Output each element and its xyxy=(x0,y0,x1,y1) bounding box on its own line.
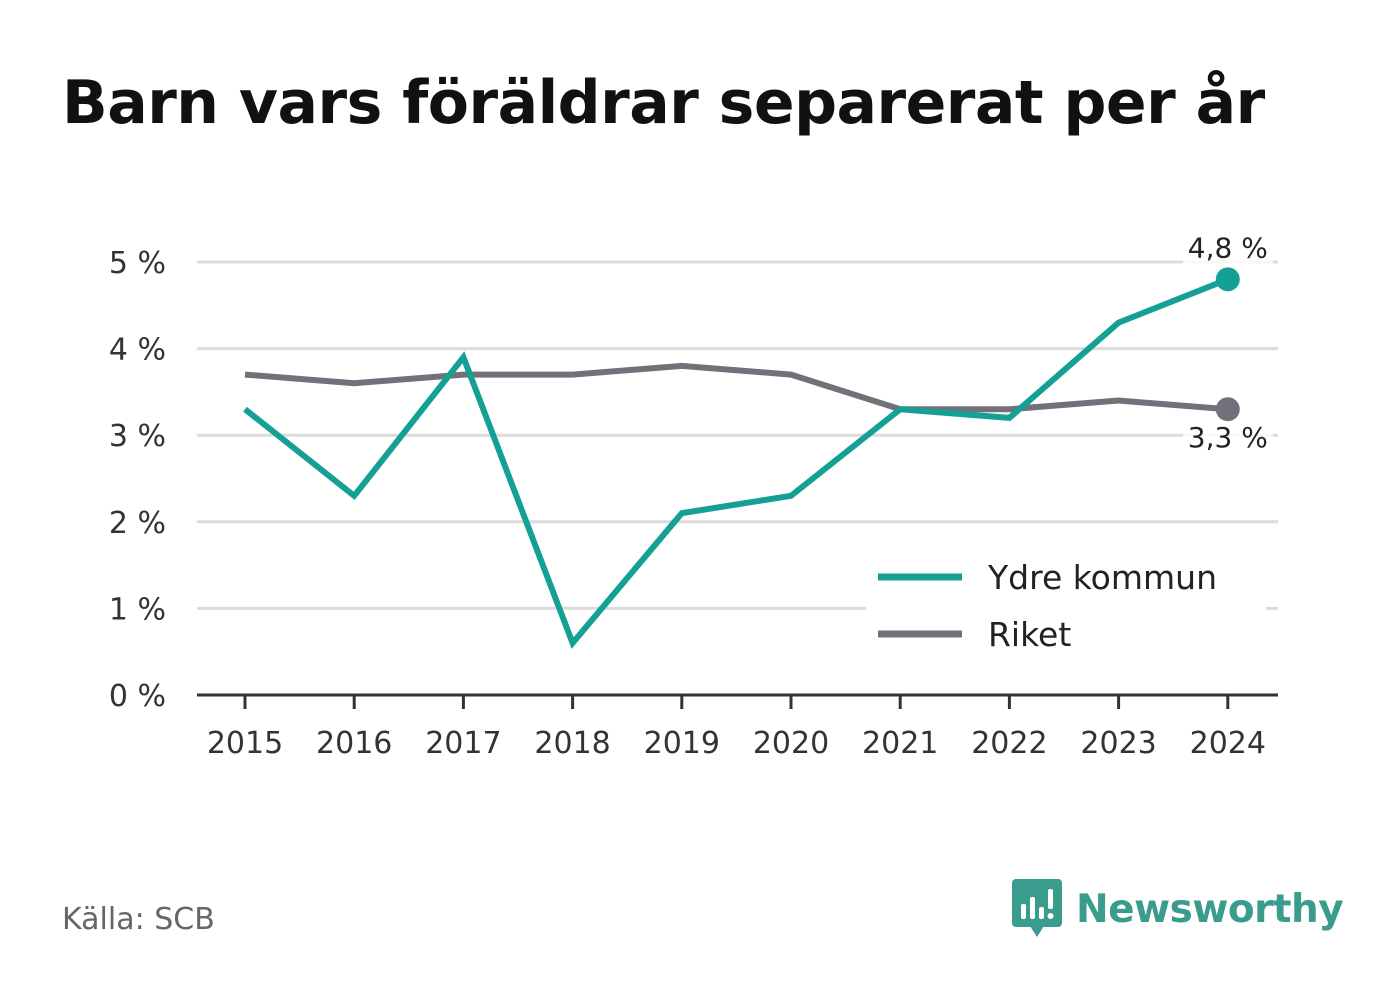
legend-label: Ydre kommun xyxy=(987,558,1217,597)
end-labels: 4,8 % 3,3 % xyxy=(1182,231,1273,456)
y-tick-label: 3 % xyxy=(109,419,166,454)
source-label: Källa: SCB xyxy=(62,902,215,937)
x-tick-label: 2021 xyxy=(862,726,938,761)
x-tick-label: 2017 xyxy=(425,726,501,761)
legend: Ydre kommun Riket xyxy=(866,548,1266,666)
y-axis-labels: 0 % 1 % 2 % 3 % 4 % 5 % xyxy=(109,246,166,714)
legend-label: Riket xyxy=(988,615,1071,654)
y-tick-label: 2 % xyxy=(109,506,166,541)
end-label-background xyxy=(1182,421,1273,456)
end-label: 4,8 % xyxy=(1188,231,1268,264)
y-tick-label: 1 % xyxy=(109,592,166,627)
x-tick-label: 2016 xyxy=(316,726,392,761)
end-label-background xyxy=(1182,231,1273,266)
y-tick-label: 4 % xyxy=(109,333,166,368)
x-tick-label: 2022 xyxy=(971,726,1047,761)
brand-name: Newsworthy xyxy=(1076,886,1344,932)
brand-logo: Newsworthy xyxy=(1012,878,1344,940)
legend-background xyxy=(866,548,1266,666)
x-tick-label: 2020 xyxy=(753,726,829,761)
end-label: 3,3 % xyxy=(1188,421,1268,454)
x-tick-label: 2023 xyxy=(1080,726,1156,761)
x-tick-label: 2019 xyxy=(644,726,720,761)
series-line-riket xyxy=(244,362,1229,413)
y-tick-label: 0 % xyxy=(109,679,166,714)
x-tick-label: 2015 xyxy=(207,726,283,761)
end-marker xyxy=(1215,397,1240,422)
x-tick-label: 2024 xyxy=(1190,726,1266,761)
x-axis: 2015 2016 2017 2018 2019 2020 2021 2022 2023 2024 xyxy=(197,693,1278,761)
newsworthy-logo-icon xyxy=(1012,879,1062,937)
y-tick-label: 5 % xyxy=(109,246,166,281)
series-line-ydre-kommun xyxy=(243,276,1229,649)
series-lines xyxy=(243,276,1229,649)
end-marker xyxy=(1215,267,1240,292)
chart-title: Barn vars föräldrar separerat per år xyxy=(62,68,1265,138)
x-tick-label: 2018 xyxy=(534,726,610,761)
